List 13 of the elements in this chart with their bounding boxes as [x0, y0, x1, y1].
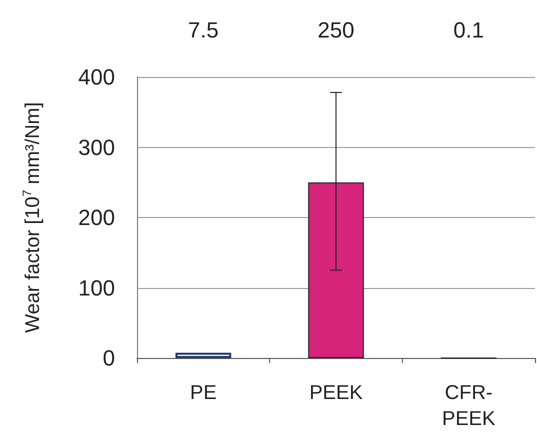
- y-axis-title: Wear factor [107 mm³/Nm]: [20, 102, 44, 333]
- x-tick-label: PEEK: [309, 382, 364, 404]
- y-tick-label: 400: [78, 64, 115, 90]
- data-label: 0.1: [453, 18, 484, 42]
- x-tick-label: PE: [190, 382, 217, 404]
- bar: [175, 352, 232, 358]
- y-tick-label: 100: [78, 275, 115, 300]
- data-label: 250: [318, 18, 354, 42]
- data-label: 7.5: [188, 18, 219, 42]
- x-tick-label: CFR-PEEK: [442, 382, 496, 430]
- y-tick-label: 0: [102, 346, 115, 370]
- y-tick-label: 200: [78, 205, 115, 230]
- y-tick-label: 300: [78, 134, 115, 160]
